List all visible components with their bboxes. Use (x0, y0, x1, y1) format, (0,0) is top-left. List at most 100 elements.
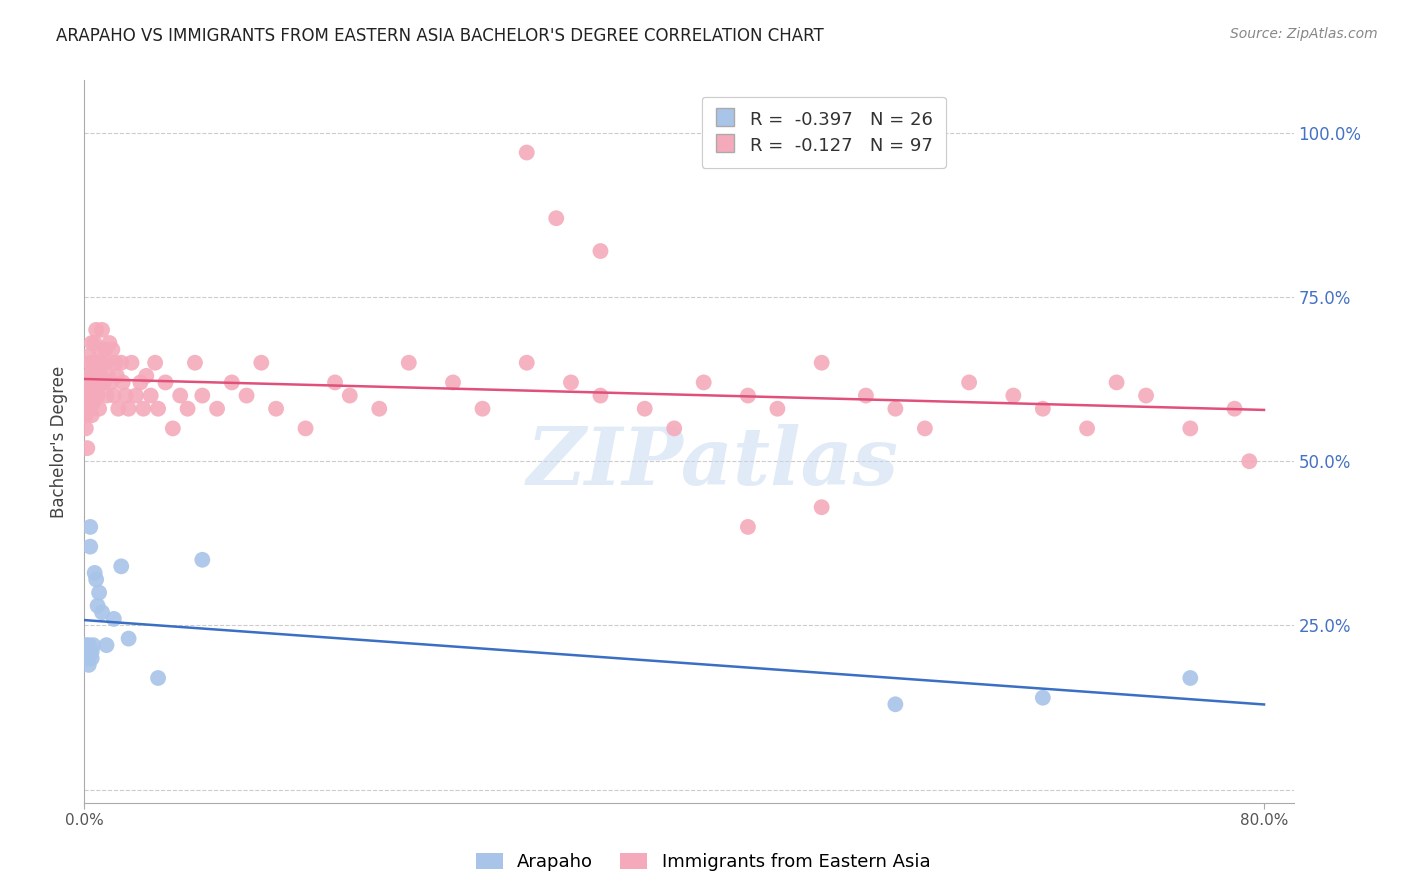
Point (664, 421, 686, 435)
Point (264, 401, 287, 416)
Point (90, 368, 112, 383)
Point (103, 612, 125, 626)
Point (79, 401, 101, 416)
Point (77, 657, 100, 672)
Legend: Arapaho, Immigrants from Eastern Asia: Arapaho, Immigrants from Eastern Asia (468, 846, 938, 879)
Point (96, 638, 118, 652)
Point (110, 356, 132, 370)
Point (368, 401, 391, 416)
Point (957, 376, 980, 390)
Point (135, 368, 157, 383)
Text: ARAPAHO VS IMMIGRANTS FROM EASTERN ASIA BACHELOR'S DEGREE CORRELATION CHART: ARAPAHO VS IMMIGRANTS FROM EASTERN ASIA … (56, 27, 824, 45)
Point (634, 401, 657, 416)
Point (91, 323, 114, 337)
Point (105, 368, 128, 383)
Point (117, 401, 139, 416)
Point (83, 336, 105, 351)
Point (184, 356, 207, 370)
Point (87, 401, 110, 416)
Point (91, 356, 114, 370)
Point (250, 356, 273, 370)
Point (97, 368, 120, 383)
Point (75, 638, 97, 652)
Point (101, 343, 124, 357)
Point (1076, 421, 1098, 435)
Point (79, 520, 101, 534)
Point (125, 388, 148, 402)
Text: ZIPatlas: ZIPatlas (527, 425, 900, 502)
Point (1032, 401, 1054, 416)
Point (79, 540, 101, 554)
Point (86, 362, 108, 376)
Point (294, 421, 316, 435)
Point (80, 388, 103, 402)
Point (76, 645, 98, 659)
Point (84, 323, 107, 337)
Point (441, 376, 464, 390)
Point (221, 376, 243, 390)
Point (176, 401, 198, 416)
Point (884, 401, 907, 416)
Point (1032, 690, 1054, 705)
Point (129, 376, 152, 390)
Point (884, 698, 907, 712)
Point (111, 376, 134, 390)
Point (235, 388, 257, 402)
Point (132, 401, 155, 416)
Point (84, 356, 107, 370)
Point (1180, 421, 1202, 435)
Point (86, 388, 108, 402)
Point (143, 356, 166, 370)
Point (75, 388, 97, 402)
Point (121, 356, 143, 370)
Point (87, 376, 110, 390)
Point (79, 356, 101, 370)
Point (191, 553, 214, 567)
Point (76, 441, 98, 455)
Point (516, 356, 538, 370)
Point (1223, 401, 1246, 416)
Point (84, 573, 107, 587)
Y-axis label: Bachelor's Degree: Bachelor's Degree (51, 366, 69, 517)
Point (692, 376, 714, 390)
Point (107, 401, 129, 416)
Point (1135, 388, 1157, 402)
Point (114, 388, 136, 402)
Point (96, 356, 118, 370)
Point (1239, 454, 1261, 468)
Point (77, 651, 100, 665)
Point (1180, 671, 1202, 685)
Point (83, 388, 105, 402)
Point (82, 362, 104, 376)
Point (76, 401, 98, 416)
Point (98, 336, 121, 351)
Point (560, 376, 582, 390)
Legend: R =  -0.397   N = 26, R =  -0.127   N = 97: R = -0.397 N = 26, R = -0.127 N = 97 (702, 96, 946, 168)
Point (110, 559, 132, 574)
Point (75, 421, 97, 435)
Point (79, 376, 101, 390)
Point (84, 376, 107, 390)
Point (82, 638, 104, 652)
Point (100, 376, 122, 390)
Point (914, 421, 936, 435)
Point (191, 388, 214, 402)
Point (146, 671, 169, 685)
Point (169, 388, 191, 402)
Point (87, 343, 110, 357)
Point (96, 388, 118, 402)
Point (398, 356, 420, 370)
Point (93, 376, 115, 390)
Point (103, 388, 125, 402)
Point (155, 376, 177, 390)
Point (516, 145, 538, 160)
Point (146, 401, 169, 416)
Point (1105, 376, 1128, 390)
Point (104, 356, 127, 370)
Point (77, 638, 100, 652)
Point (77, 388, 100, 402)
Point (80, 409, 103, 423)
Point (117, 632, 139, 646)
Point (75, 409, 97, 423)
Point (1002, 388, 1025, 402)
